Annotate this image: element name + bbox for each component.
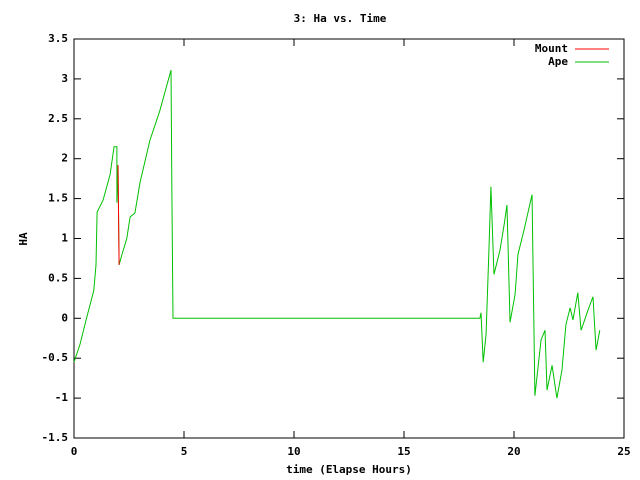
y-tick-label: -1	[55, 391, 69, 404]
plot-frame	[73, 38, 625, 439]
series-line	[117, 165, 120, 265]
y-tick-label: -1.5	[42, 431, 69, 444]
y-tick-label: 2.5	[48, 112, 68, 125]
legend-label[interactable]: Ape	[548, 55, 568, 68]
x-tick-label: 0	[71, 445, 78, 458]
chart-title: 3: Ha vs. Time	[294, 12, 387, 25]
series-line	[73, 69, 601, 399]
x-tick-label: 25	[617, 445, 630, 458]
y-tick-label: -0.5	[42, 351, 69, 364]
x-tick-label: 15	[397, 445, 410, 458]
x-tick-label: 10	[287, 445, 300, 458]
y-tick-label: 1.5	[48, 192, 68, 205]
y-tick-label: 3.5	[48, 32, 68, 45]
y-tick-label: 0	[61, 311, 68, 324]
y-tick-label: 2	[61, 152, 68, 165]
legend-label[interactable]: Mount	[535, 42, 568, 55]
x-axis-label: time (Elapse Hours)	[286, 463, 412, 476]
y-axis-label: HA	[17, 232, 30, 246]
x-tick-label: 5	[181, 445, 188, 458]
y-tick-label: 3	[61, 72, 68, 85]
y-tick-label: 0.5	[48, 271, 68, 284]
y-tick-label: 1	[61, 232, 68, 245]
x-tick-label: 20	[507, 445, 520, 458]
